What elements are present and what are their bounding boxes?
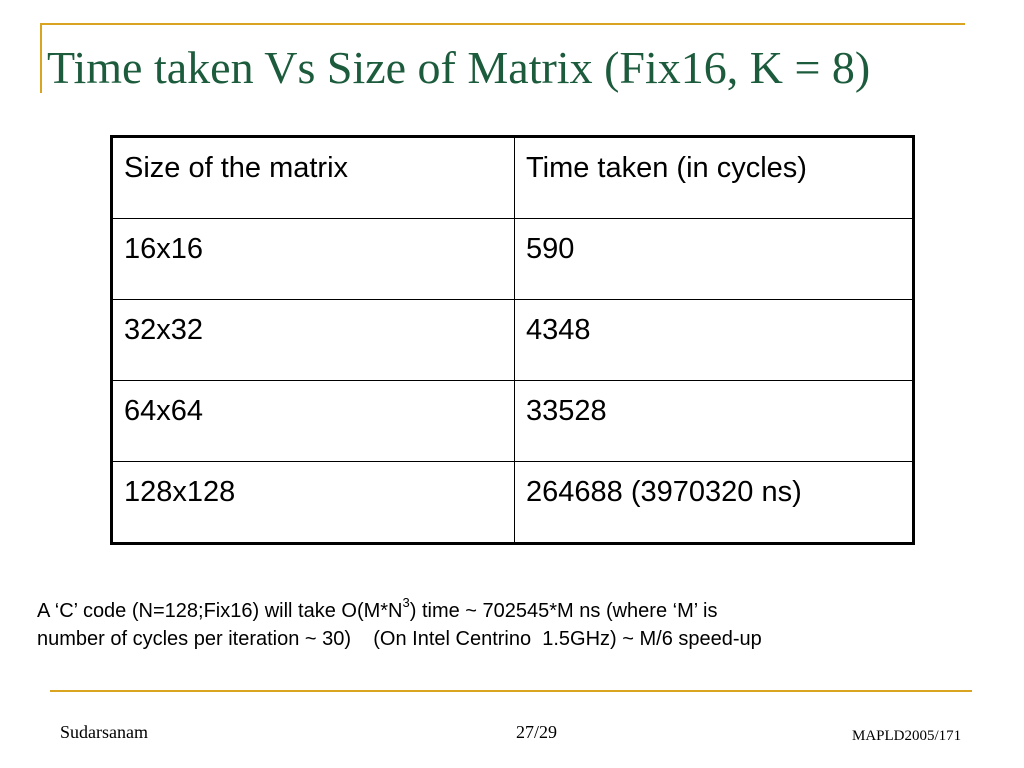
bottom-rule	[50, 690, 972, 692]
top-rule	[40, 23, 965, 25]
note-line-1: A ‘C’ code (N=128;Fix16) will take O(M*N…	[37, 595, 718, 622]
table-row: 128x128 264688 (3970320 ns)	[111, 461, 914, 544]
cell-time: 264688 (3970320 ns)	[514, 461, 914, 544]
table-row: 16x16 590	[111, 218, 914, 300]
table-row: 64x64 33528	[111, 380, 914, 462]
cell-size: 16x16	[111, 218, 515, 300]
comparison-note: A ‘C’ code (N=128;Fix16) will take O(M*N…	[37, 595, 997, 653]
table-header-row: Size of the matrix Time taken (in cycles…	[111, 136, 914, 219]
cell-size: 64x64	[111, 380, 515, 462]
footer-conference: MAPLD2005/171	[852, 728, 962, 744]
header-size: Size of the matrix	[111, 136, 515, 219]
note-line-2: number of cycles per iteration ~ 30) (On…	[37, 628, 762, 650]
exponent: 3	[402, 595, 410, 611]
cell-size: 32x32	[111, 299, 515, 381]
cell-time: 4348	[514, 299, 914, 381]
left-rule	[40, 23, 42, 93]
slide-title: Time taken Vs Size of Matrix (Fix16, K =…	[47, 42, 871, 93]
header-time: Time taken (in cycles)	[514, 136, 914, 219]
results-table: Size of the matrix Time taken (in cycles…	[110, 135, 915, 545]
cell-time: 590	[514, 218, 914, 300]
footer-page-number: 27/29	[516, 722, 558, 742]
table-row: 32x32 4348	[111, 299, 914, 381]
footer-author: Sudarsanam	[60, 722, 148, 742]
cell-time: 33528	[514, 380, 914, 462]
cell-size: 128x128	[111, 461, 515, 544]
